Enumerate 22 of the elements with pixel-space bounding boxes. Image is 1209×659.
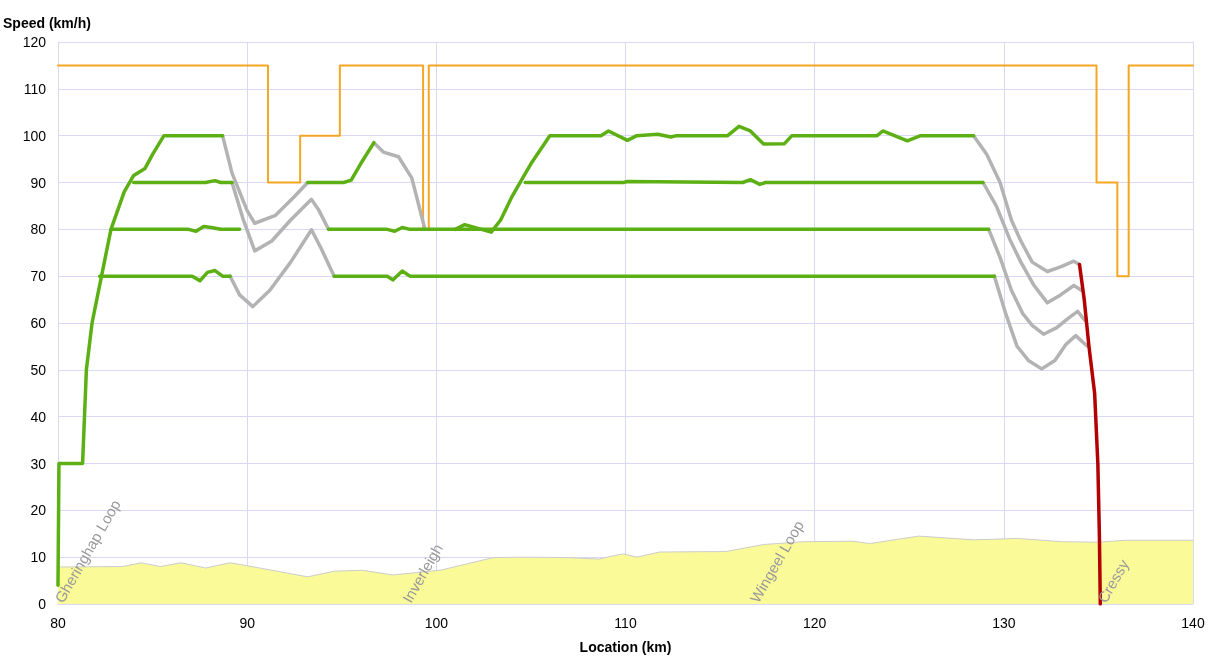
y-tick-label: 60	[30, 315, 47, 331]
y-tick-label: 110	[23, 80, 47, 97]
x-tick-label: 80	[50, 615, 66, 631]
y-tick-label: 40	[30, 408, 47, 425]
x-tick-label: 120	[802, 615, 827, 631]
y-tick-label: 90	[30, 174, 47, 191]
x-axis-title: Location (km)	[579, 639, 672, 655]
y-tick-label: 20	[30, 502, 47, 519]
x-tick-label: 90	[239, 615, 256, 631]
x-tick-label: 130	[992, 615, 1016, 631]
y-tick-label: 70	[30, 268, 47, 285]
y-axis-title: Speed (km/h)	[3, 15, 91, 31]
x-tick-label: 100	[424, 615, 449, 631]
y-tick-label: 120	[22, 34, 47, 50]
x-tick-label: 140	[1181, 615, 1205, 631]
x-tick-label: 110	[614, 615, 637, 631]
y-tick-label: 80	[30, 221, 47, 238]
y-tick-label: 30	[30, 455, 47, 472]
y-tick-label: 0	[38, 596, 47, 612]
y-tick-label: 10	[30, 549, 47, 566]
y-tick-label: 50	[30, 361, 47, 378]
y-tick-label: 100	[22, 127, 47, 144]
